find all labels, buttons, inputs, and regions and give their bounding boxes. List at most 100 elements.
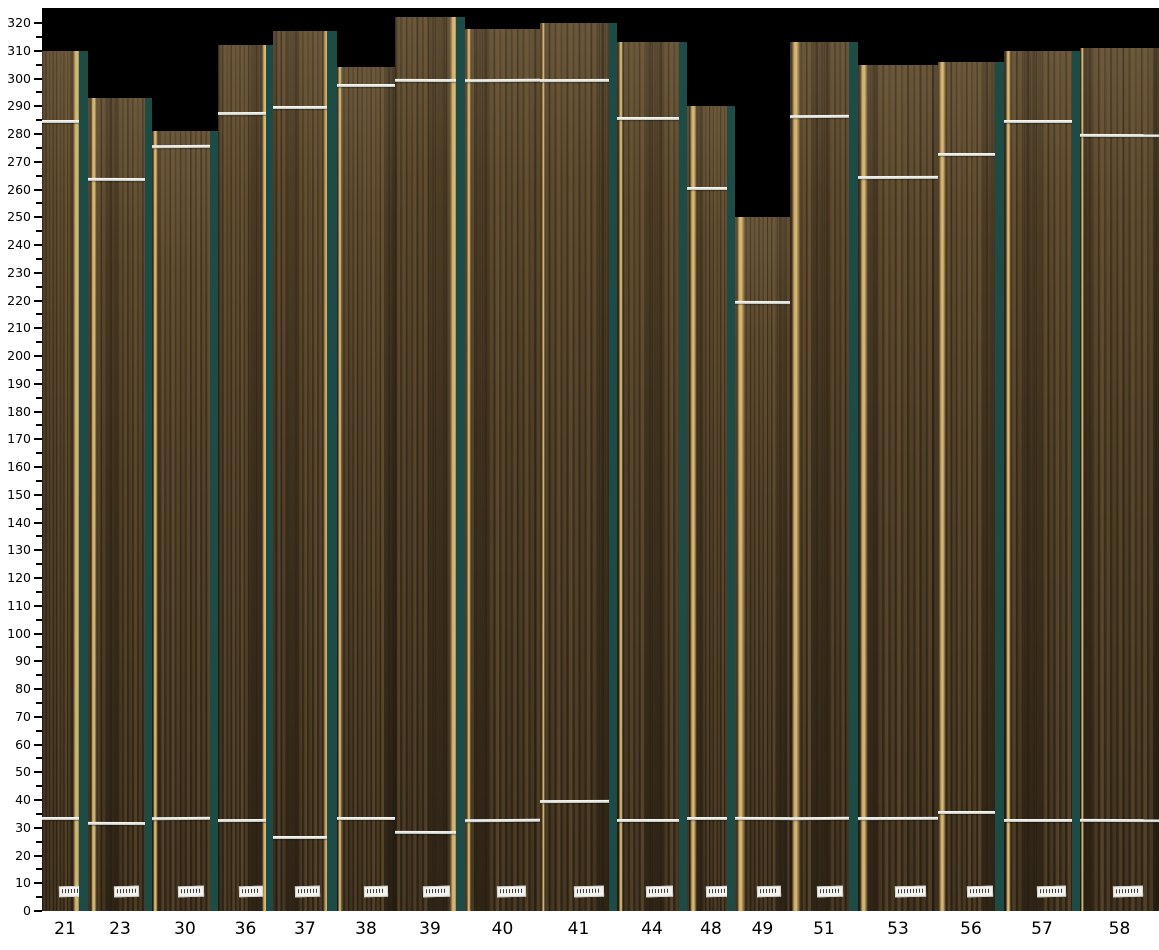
y-tick-mark — [36, 313, 42, 316]
sapwood-stripe — [262, 45, 269, 911]
y-tick-mark — [34, 604, 42, 607]
y-tick-mark — [36, 396, 42, 399]
board-id-tag — [363, 885, 388, 898]
y-tick-mark — [34, 160, 42, 163]
y-tick-label: 80 — [15, 681, 31, 696]
y-tick-mark — [36, 285, 42, 288]
board-column[interactable] — [617, 42, 687, 911]
y-tick-label: 40 — [15, 792, 31, 807]
board-separator — [995, 61, 1004, 911]
board-separator — [210, 131, 218, 911]
board-wood-surface — [88, 97, 152, 911]
y-tick-mark — [36, 63, 42, 66]
upper-marker-line — [1004, 120, 1080, 124]
x-axis-label-48: 48 — [700, 919, 722, 939]
board-wood-surface — [337, 67, 395, 911]
y-tick-label: 270 — [7, 153, 31, 169]
y-tick-label: 110 — [7, 597, 31, 613]
board-column[interactable] — [735, 217, 790, 911]
y-tick-label: 290 — [7, 98, 31, 114]
board-column[interactable] — [790, 42, 858, 911]
y-tick-mark — [34, 549, 42, 552]
y-axis: 0 10 20 30 40 50 60 70 80 90 100 110 120 130 140 150 160… — [0, 0, 42, 950]
y-tick-mark — [36, 230, 42, 233]
board-wood-surface — [790, 42, 858, 911]
board-column[interactable] — [938, 61, 1004, 911]
x-axis-label-56: 56 — [960, 919, 982, 939]
board-separator — [609, 23, 617, 911]
upper-marker-line — [465, 78, 540, 82]
y-tick-label: 90 — [15, 653, 31, 669]
y-tick-mark — [36, 452, 42, 455]
upper-marker-line — [218, 111, 273, 115]
board-column[interactable] — [152, 131, 218, 911]
y-tick-mark — [36, 535, 42, 538]
x-axis-label-40: 40 — [491, 919, 514, 939]
sapwood-stripe — [939, 61, 946, 911]
board-id-tag — [422, 885, 451, 898]
y-tick-label: 310 — [7, 42, 31, 58]
board-column[interactable] — [218, 45, 273, 911]
y-tick-mark — [34, 299, 42, 302]
y-tick-mark — [36, 91, 42, 94]
upper-marker-line — [790, 114, 858, 118]
board-id-tag — [646, 885, 674, 898]
upper-marker-line — [540, 78, 617, 82]
board-id-tag — [817, 885, 844, 898]
upper-marker-line — [152, 144, 218, 149]
x-axis-label-41: 41 — [567, 919, 590, 939]
sapwood-stripe — [153, 131, 158, 911]
x-axis-label-57: 57 — [1031, 919, 1053, 939]
board-column[interactable] — [395, 17, 465, 911]
board-id-tag — [178, 885, 205, 898]
upper-marker-line — [858, 175, 938, 179]
x-axis-label-58: 58 — [1108, 919, 1131, 939]
y-tick-mark — [34, 743, 42, 746]
y-tick-label: 150 — [7, 486, 31, 502]
board-wood-surface — [1080, 47, 1159, 911]
sapwood-stripe — [737, 217, 745, 911]
y-tick-mark — [36, 840, 42, 843]
y-tick-mark — [36, 785, 42, 788]
sapwood-stripe — [1080, 47, 1084, 911]
board-column[interactable] — [465, 28, 540, 911]
y-tick-mark — [34, 660, 42, 663]
y-tick-label: 140 — [7, 514, 31, 530]
x-axis-label-21: 21 — [54, 919, 76, 939]
board-wood-surface — [858, 64, 938, 911]
board-separator — [679, 42, 687, 911]
y-tick-label: 170 — [7, 431, 31, 447]
sapwood-stripe — [73, 50, 82, 911]
y-tick-label: 180 — [7, 403, 31, 419]
y-tick-mark — [34, 771, 42, 774]
y-tick-mark — [36, 341, 42, 344]
sapwood-stripe — [541, 23, 546, 911]
upper-marker-line — [337, 84, 395, 88]
board-column[interactable] — [1004, 50, 1080, 911]
board-column[interactable] — [858, 64, 938, 911]
sapwood-stripe — [689, 106, 697, 911]
y-tick-label: 300 — [7, 70, 31, 86]
board-column[interactable] — [1080, 47, 1159, 911]
y-tick-mark — [36, 674, 42, 677]
y-tick-mark — [34, 493, 42, 496]
y-tick-mark — [34, 216, 42, 219]
board-separator — [849, 42, 858, 911]
lower-marker-line — [337, 816, 395, 820]
board-id-tag — [966, 885, 993, 898]
y-tick-mark — [36, 146, 42, 149]
board-separator — [79, 50, 88, 911]
y-tick-label: 30 — [15, 819, 31, 835]
y-tick-mark — [36, 701, 42, 704]
y-tick-mark — [36, 757, 42, 760]
board-column[interactable] — [540, 23, 617, 911]
board-column[interactable] — [337, 67, 395, 911]
board-separator — [727, 106, 735, 911]
sapwood-stripe — [792, 42, 800, 911]
y-tick-mark — [36, 507, 42, 510]
y-tick-label: 20 — [15, 847, 31, 863]
y-tick-label: 190 — [7, 375, 31, 391]
y-tick-mark — [34, 521, 42, 524]
board-column[interactable] — [88, 97, 152, 911]
